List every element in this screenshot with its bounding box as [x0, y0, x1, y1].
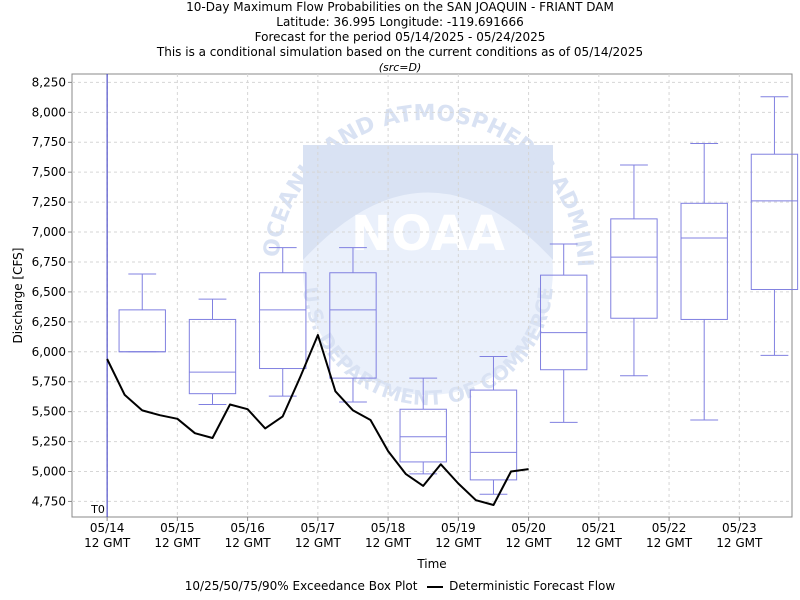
box-plot: [399, 377, 447, 475]
box-iqr: [680, 202, 728, 320]
x-tick-date: 05/14: [90, 521, 125, 535]
y-tick-label: 7,750: [32, 135, 66, 149]
x-tick-hour: 12 GMT: [435, 536, 482, 550]
y-tick-label: 5,500: [32, 405, 66, 419]
x-tick-hour: 12 GMT: [716, 536, 763, 550]
x-tick-date: 05/20: [511, 521, 546, 535]
watermark-disc: [303, 145, 553, 395]
y-tick-label: 4,750: [32, 494, 66, 508]
box-iqr: [540, 274, 588, 371]
y-tick-label: 5,250: [32, 435, 66, 449]
y-tick-label: 5,000: [32, 465, 66, 479]
legend-line-label: Deterministic Forecast Flow: [449, 579, 616, 593]
x-tick-date: 05/16: [230, 521, 265, 535]
legend-line-swatch: [427, 585, 444, 588]
x-tick-hour: 12 GMT: [84, 536, 131, 550]
box-iqr: [399, 408, 447, 463]
box-iqr: [610, 218, 658, 319]
chart-location: Latitude: 36.995 Longitude: -119.691666: [276, 15, 524, 29]
y-tick-label: 6,000: [32, 345, 66, 359]
x-tick-date: 05/22: [652, 521, 687, 535]
box-plot: [329, 247, 377, 403]
y-tick-label: 6,500: [32, 285, 66, 299]
box-plot: [469, 356, 518, 495]
chart-note: This is a conditional simulation based o…: [156, 45, 644, 59]
chart-period: Forecast for the period 05/14/2025 - 05/…: [254, 30, 546, 44]
y-tick-label: 7,000: [32, 225, 66, 239]
box-plot: [188, 298, 237, 405]
chart-titles: 10-Day Maximum Flow Probabilities on the…: [0, 0, 800, 75]
x-tick-date: 05/21: [582, 521, 617, 535]
t0-label: T0: [90, 503, 105, 516]
box-iqr: [329, 272, 377, 379]
x-tick-date: 05/23: [722, 521, 757, 535]
x-tick-hour: 12 GMT: [576, 536, 623, 550]
y-tick-label: 8,000: [32, 105, 66, 119]
x-tick-hour: 12 GMT: [365, 536, 412, 550]
box-iqr: [188, 318, 237, 395]
watermark-logo-text: NOAA: [351, 206, 505, 262]
x-tick-date: 05/18: [371, 521, 406, 535]
x-tick-date: 05/17: [301, 521, 336, 535]
y-axis-label: Discharge [CFS]: [11, 248, 25, 344]
chart-source: (src=D): [378, 61, 422, 74]
deterministic-forecast-line: [106, 334, 529, 506]
x-tick-hour: 12 GMT: [506, 536, 553, 550]
y-tick-label: 5,750: [32, 375, 66, 389]
x-tick-date: 05/19: [441, 521, 476, 535]
x-tick-hour: 12 GMT: [646, 536, 693, 550]
box-iqr: [469, 389, 518, 481]
x-tick-hour: 12 GMT: [154, 536, 201, 550]
box-plot: [540, 243, 588, 423]
x-tick-hour: 12 GMT: [225, 536, 272, 550]
x-tick-hour: 12 GMT: [295, 536, 342, 550]
y-tick-label: 7,250: [32, 195, 66, 209]
box-iqr: [750, 153, 799, 291]
x-tick-date: 05/15: [160, 521, 195, 535]
box-plot: [750, 96, 799, 356]
plot-area: [71, 73, 793, 518]
box-plot: [610, 164, 658, 377]
chart-title: 10-Day Maximum Flow Probabilities on the…: [186, 0, 614, 14]
y-tick-label: 6,750: [32, 255, 66, 269]
y-tick-label: 6,250: [32, 315, 66, 329]
watermark-bird: [303, 145, 553, 260]
legend-box-label: 10/25/50/75/90% Exceedance Box Plot: [184, 579, 418, 593]
y-tick-label: 8,250: [32, 75, 66, 89]
box-plot: [118, 273, 166, 353]
chart-legend: 10/25/50/75/90% Exceedance Box Plot Dete…: [0, 579, 800, 593]
box-iqr: [259, 272, 307, 370]
y-tick-label: 7,500: [32, 165, 66, 179]
box-plot: [680, 142, 728, 421]
x-axis-label: Time: [416, 557, 446, 571]
